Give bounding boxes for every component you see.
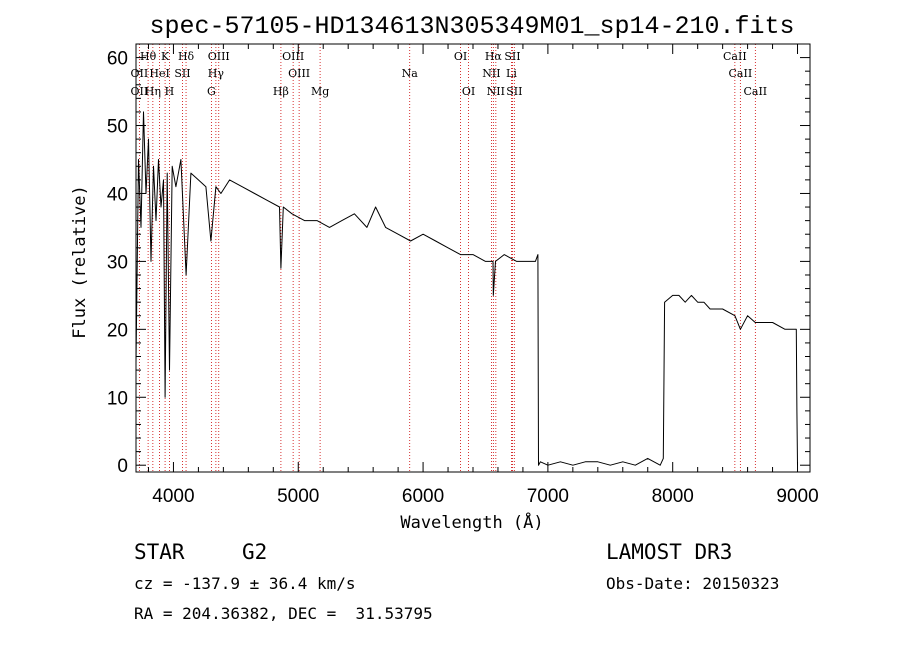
- emission-line-label: Na: [402, 67, 419, 80]
- emission-line-label: CaII: [743, 85, 767, 98]
- emission-line-label: CaII: [729, 67, 753, 80]
- x-tick-label: 6000: [402, 486, 444, 507]
- emission-line-label: Hα: [485, 50, 503, 63]
- x-tick-label: 5000: [277, 486, 319, 507]
- redshift-readout: cz = -137.9 ± 36.4 km/s: [134, 574, 356, 593]
- x-tick-label: 7000: [527, 486, 569, 507]
- emission-line-label: OII: [131, 85, 149, 98]
- emission-line-label: Li: [506, 67, 517, 80]
- y-axis-ticks: 0 10 20 30 40 50 60: [107, 49, 810, 477]
- emission-line-label: SII: [506, 85, 522, 98]
- survey-name: LAMOST DR3: [606, 540, 733, 564]
- emission-line-label: Hθ: [140, 50, 157, 63]
- plot-frame: [135, 43, 811, 473]
- emission-line-label: CaII: [723, 50, 747, 63]
- y-tick-label: 50: [107, 117, 128, 138]
- spectrum-line: [135, 111, 798, 466]
- y-tick-label: 0: [117, 456, 128, 477]
- emission-line-label: Hγ: [208, 67, 225, 80]
- emission-line-label: Hη: [145, 85, 161, 98]
- emission-line-label: OIII: [282, 50, 304, 63]
- emission-line-label: SII: [504, 50, 520, 63]
- spectrum-series: [135, 111, 798, 466]
- y-axis-label: Flux (relative): [70, 185, 90, 339]
- object-subclass: G2: [242, 540, 268, 564]
- x-tick-label: 9000: [776, 486, 818, 507]
- emission-line-label: Hβ: [273, 85, 289, 98]
- y-tick-label: 60: [107, 49, 128, 70]
- emission-line-label: G: [207, 85, 216, 98]
- emission-line-label: SII: [174, 67, 190, 80]
- emission-line-label: K: [161, 50, 170, 63]
- emission-line-label: Hδ: [178, 50, 195, 63]
- y-tick-label: 10: [107, 388, 128, 409]
- emission-line-markers: [138, 44, 756, 472]
- emission-line-label: NII: [482, 67, 500, 80]
- y-tick-label: 30: [107, 252, 128, 273]
- emission-line-label: OIII: [208, 50, 230, 63]
- y-tick-label: 20: [107, 320, 128, 341]
- x-axis-label: Wavelength (Å): [400, 511, 543, 533]
- x-tick-label: 8000: [652, 486, 694, 507]
- x-axis-ticks: 4000 5000 6000 7000 8000 9000: [147, 44, 819, 507]
- obs-date: Obs-Date: 20150323: [606, 574, 780, 593]
- x-tick-label: 4000: [152, 486, 194, 507]
- emission-line-label: H: [165, 85, 175, 98]
- coordinates: RA = 204.36382, DEC = 31.53795: [134, 604, 433, 623]
- emission-line-label: Mg: [311, 85, 329, 98]
- emission-line-label: OIII: [288, 67, 310, 80]
- object-class: STAR: [134, 540, 185, 564]
- emission-line-label: NII: [487, 85, 505, 98]
- chart-title: spec-57105-HD134613N305349M01_sp14-210.f…: [149, 12, 794, 41]
- emission-line-label: OI: [454, 50, 467, 63]
- y-tick-label: 40: [107, 184, 128, 205]
- emission-line-label: HeI: [149, 67, 169, 80]
- emission-line-label: OI: [462, 85, 475, 98]
- emission-line-label: OII: [131, 67, 149, 80]
